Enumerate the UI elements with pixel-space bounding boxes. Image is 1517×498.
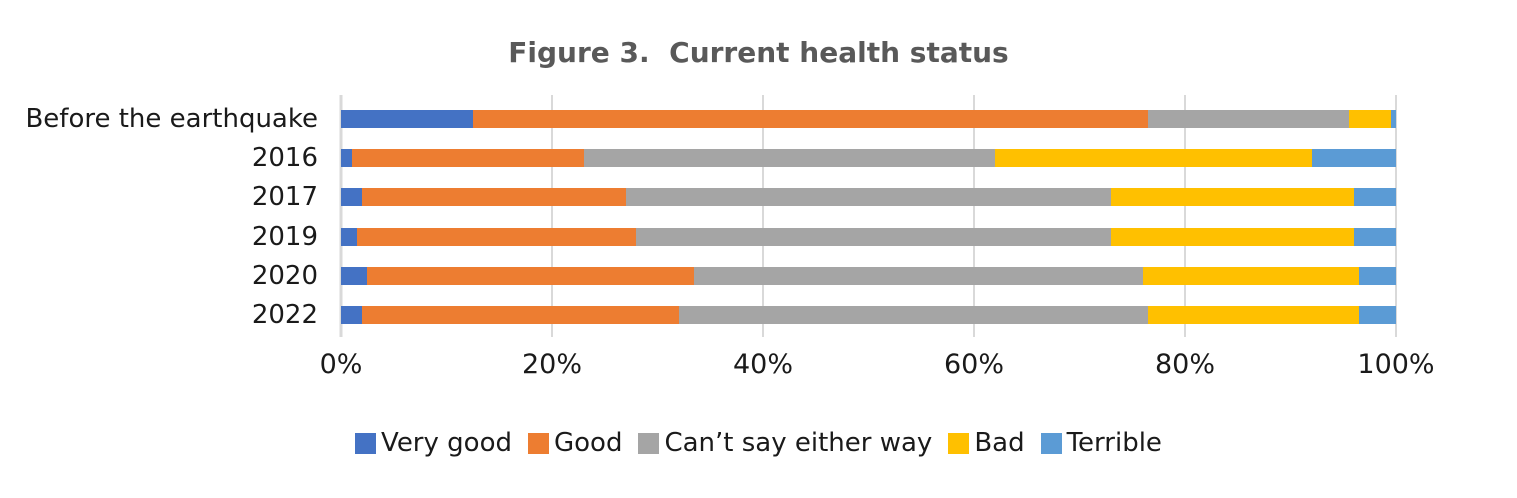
- bar-segment-very-good: [341, 188, 363, 207]
- bar-segment-terrible: [1311, 148, 1396, 167]
- bar-segment-terrible: [1359, 306, 1396, 325]
- legend: Very good Good Can’t say either way Bad Terr…: [0, 428, 1517, 458]
- bar-row-2016: [341, 138, 1396, 177]
- x-tick-label-100: 100%: [1357, 349, 1435, 380]
- chart-title: Figure 3. Current health status: [508, 36, 1009, 69]
- bar-segment-very-good: [341, 148, 352, 167]
- bar-row-2020: [341, 256, 1396, 295]
- category-label-2016: 2016: [251, 142, 318, 173]
- bar-segment-can-t-say-either-way: [678, 306, 1149, 325]
- bar-segment-very-good: [341, 266, 368, 285]
- legend-swatch-icon: [948, 432, 970, 454]
- category-label-2017: 2017: [251, 182, 318, 213]
- legend-item-good: Good: [527, 428, 623, 458]
- bar-segment-can-t-say-either-way: [694, 266, 1143, 285]
- bar-row-2022: [341, 296, 1396, 335]
- x-tick-label-80: 80%: [1154, 349, 1216, 380]
- bar-segment-very-good: [341, 306, 363, 325]
- bar-segment-terrible: [1353, 188, 1396, 207]
- bar-segment-can-t-say-either-way: [636, 227, 1112, 246]
- bar-segment-very-good: [341, 109, 473, 128]
- legend-item-very-good: Very good: [355, 428, 512, 458]
- x-tick-label-60: 60%: [943, 349, 1005, 380]
- x-tick-label-20: 20%: [521, 349, 583, 380]
- legend-item-can-t-say-either-way: Can’t say either way: [638, 428, 932, 458]
- x-tick-label-0: 0%: [319, 349, 363, 380]
- legend-item-terrible: Terrible: [1040, 428, 1162, 458]
- bar-segment-bad: [1111, 227, 1354, 246]
- legend-label: Very good: [381, 428, 512, 458]
- legend-label: Terrible: [1066, 428, 1162, 458]
- bar-segment-bad: [1142, 266, 1360, 285]
- plot-area: [339, 95, 1397, 337]
- gridline-100: [1395, 95, 1397, 337]
- bar-segment-bad: [1111, 188, 1354, 207]
- bar-segment-very-good: [341, 227, 357, 246]
- legend-swatch-icon: [527, 432, 549, 454]
- bar-segment-bad: [1148, 306, 1360, 325]
- category-labels: Before the earthquake 2016 2017 2019 2020 202…: [0, 99, 318, 335]
- bar-segment-good: [367, 266, 695, 285]
- bar-segment-can-t-say-either-way: [1148, 109, 1349, 128]
- bar-segment-terrible: [1353, 227, 1396, 246]
- x-tick-label-40: 40%: [732, 349, 794, 380]
- gridline-60: [973, 95, 975, 337]
- bar-segment-can-t-say-either-way: [625, 188, 1112, 207]
- category-label-before-the-earthquake: Before the earthquake: [25, 103, 318, 134]
- gridline-40: [762, 95, 764, 337]
- category-label-2022: 2022: [251, 300, 318, 331]
- bar-row-2019: [341, 217, 1396, 256]
- bar-segment-good: [351, 148, 584, 167]
- legend-label: Bad: [974, 428, 1025, 458]
- bar-row-before-the-earthquake: [341, 99, 1396, 138]
- bar-segment-bad: [995, 148, 1312, 167]
- gridline-20: [551, 95, 553, 337]
- legend-swatch-icon: [638, 432, 660, 454]
- legend-swatch-icon: [355, 432, 377, 454]
- legend-label: Good: [553, 428, 623, 458]
- bar-segment-can-t-say-either-way: [583, 148, 996, 167]
- legend-item-bad: Bad: [948, 428, 1025, 458]
- legend-label: Can’t say either way: [664, 428, 933, 458]
- bar-rows: [341, 99, 1396, 335]
- legend-swatch-icon: [1040, 432, 1062, 454]
- bar-segment-bad: [1348, 109, 1391, 128]
- bar-segment-terrible: [1390, 109, 1396, 128]
- x-axis-ticks: 0% 20% 40% 60% 80% 100%: [320, 349, 1435, 385]
- bar-segment-terrible: [1359, 266, 1396, 285]
- category-label-2019: 2019: [251, 221, 318, 252]
- bar-segment-good: [472, 109, 1149, 128]
- bar-segment-good: [362, 188, 626, 207]
- bar-row-2017: [341, 178, 1396, 217]
- bar-segment-good: [362, 306, 679, 325]
- category-label-2020: 2020: [251, 260, 318, 291]
- gridline-80: [1184, 95, 1186, 337]
- y-axis-line: [339, 95, 343, 337]
- bar-segment-good: [356, 227, 637, 246]
